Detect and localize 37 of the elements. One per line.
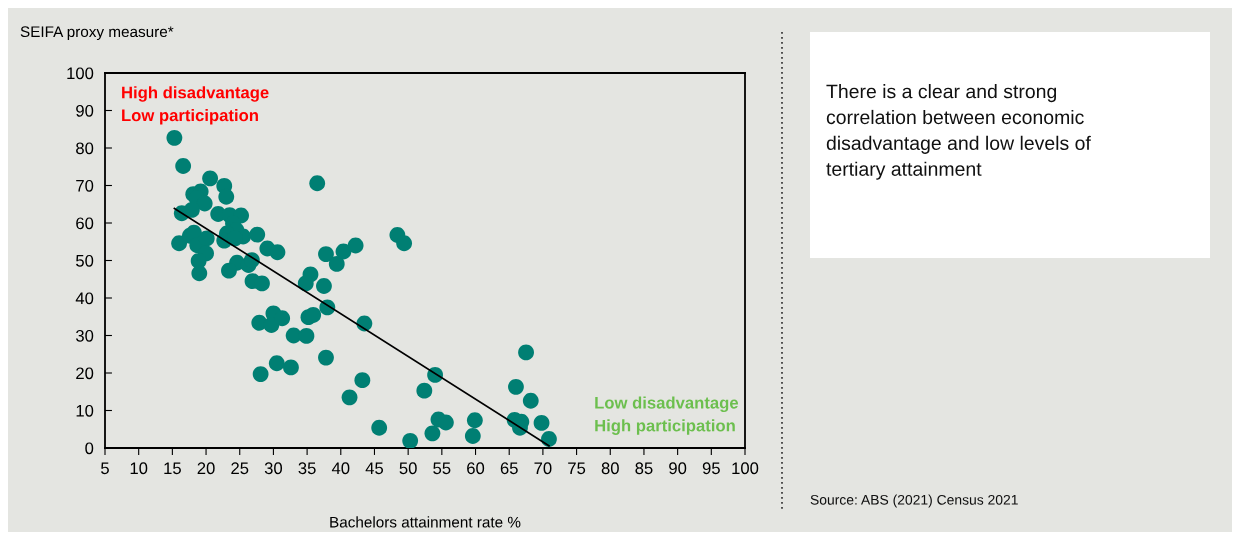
y-tick-label: 100 bbox=[67, 67, 94, 80]
y-tick-label: 50 bbox=[76, 254, 94, 267]
x-tick-label: 95 bbox=[702, 462, 720, 475]
y-tick-label: 30 bbox=[75, 329, 94, 342]
y-axis-title: SEIFA proxy measure* bbox=[20, 26, 174, 41]
x-tick-label: 80 bbox=[601, 462, 619, 475]
x-tick-label: 75 bbox=[568, 462, 586, 475]
x-tick-label: 30 bbox=[264, 462, 283, 475]
x-tick-label: 50 bbox=[399, 462, 417, 475]
y-tick-label: 10 bbox=[76, 404, 94, 417]
x-tick-label: 85 bbox=[635, 462, 653, 475]
x-tick-label: 40 bbox=[331, 462, 350, 475]
annotation: Low disadvantage High participation bbox=[595, 396, 739, 435]
x-tick-label: 55 bbox=[433, 462, 451, 475]
y-tick-label: 80 bbox=[76, 142, 94, 155]
source-note: Source: ABS (2021) Census 2021 bbox=[810, 494, 1018, 508]
x-tick-label: 45 bbox=[365, 462, 384, 475]
x-tick-label: 20 bbox=[197, 462, 215, 475]
x-tick-label: 35 bbox=[298, 462, 316, 475]
x-tick-label: 60 bbox=[467, 462, 485, 475]
x-tick-label: 5 bbox=[101, 462, 109, 475]
x-tick-label: 70 bbox=[534, 462, 552, 475]
annotation: High disadvantage Low participation bbox=[122, 86, 269, 125]
x-tick-label: 10 bbox=[130, 462, 148, 475]
x-tick-label: 15 bbox=[164, 462, 181, 475]
text: There is a clear and strong correlation between economic disadvantage and low levels of tertiary attainment bbox=[826, 84, 1091, 180]
x-axis-title: Bachelors attainment rate % bbox=[330, 516, 521, 528]
y-tick-label: 60 bbox=[76, 217, 94, 230]
x-tick-label: 65 bbox=[500, 462, 518, 475]
y-tick-label: 40 bbox=[75, 292, 94, 305]
x-tick-label: 100 bbox=[732, 462, 759, 475]
y-tick-label: 20 bbox=[76, 367, 94, 380]
y-tick-label: 90 bbox=[76, 104, 94, 117]
x-tick-label: 25 bbox=[231, 462, 249, 475]
y-tick-label: 0 bbox=[85, 442, 94, 455]
x-tick-label: 90 bbox=[669, 462, 687, 475]
y-tick-label: 70 bbox=[76, 179, 94, 192]
